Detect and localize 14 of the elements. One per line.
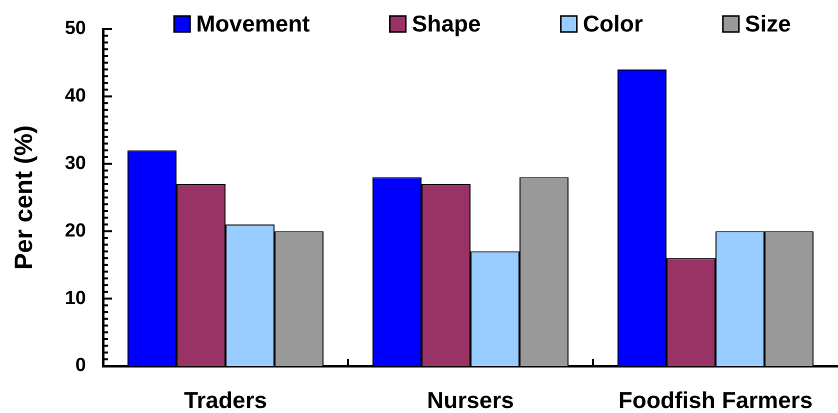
x-tick-label: Traders [184, 387, 268, 413]
y-tick-label: 50 [64, 18, 86, 40]
legend-label: Size [744, 10, 791, 36]
y-tick-label: 40 [64, 86, 86, 107]
legend-label: Shape [412, 10, 481, 36]
y-tick-label: 30 [64, 153, 86, 174]
x-tick-label: Nursers [427, 387, 514, 413]
y-axis-title: Per cent (%) [10, 125, 38, 270]
x-tick-label: Foodfish Farmers [618, 387, 813, 413]
y-tick-label: 20 [64, 220, 86, 242]
y-tick-label: 10 [64, 288, 86, 309]
legend-label: Movement [196, 10, 310, 36]
legend-label: Color [582, 10, 643, 36]
y-tick-label: 0 [75, 355, 86, 376]
